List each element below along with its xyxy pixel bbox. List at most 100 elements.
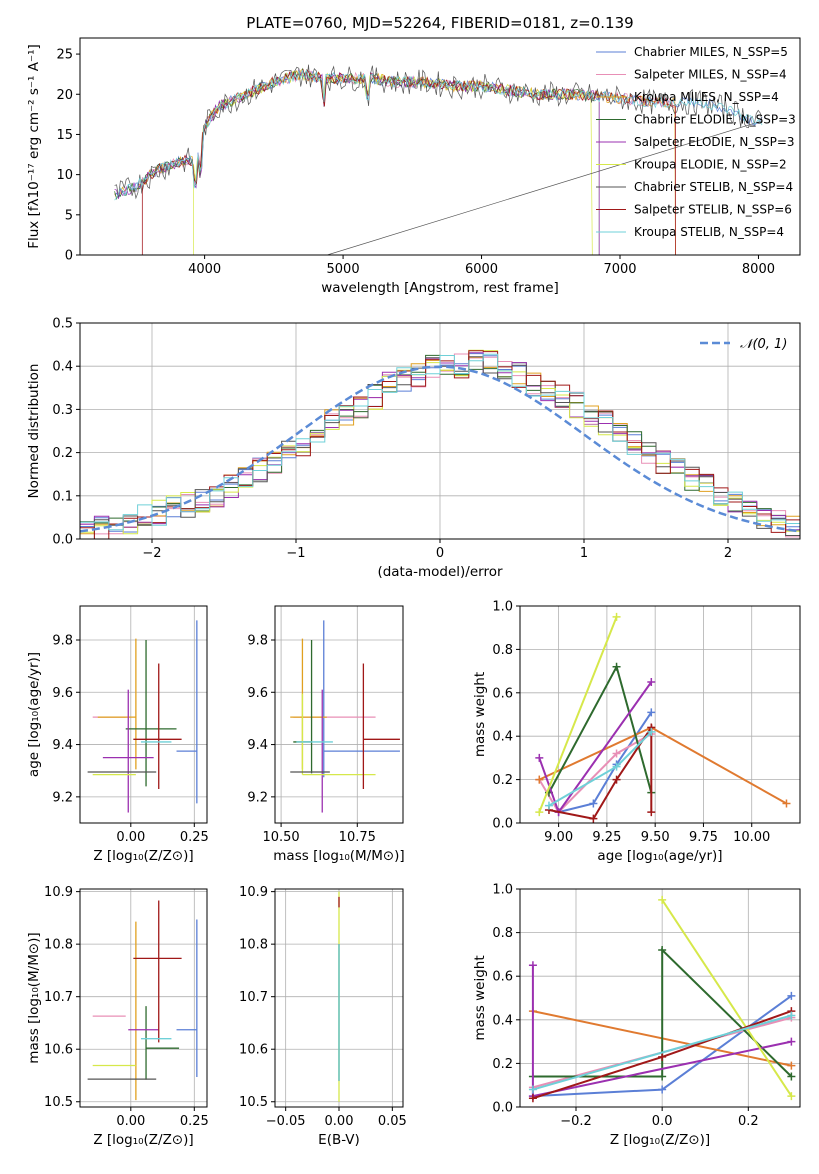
spectrum-series-line: [114, 69, 763, 201]
x-tick-label: −1: [286, 546, 305, 561]
weight-series-marker: [535, 808, 544, 817]
y-tick-label: 9.6: [247, 686, 268, 701]
y-tick-label: 10.5: [239, 1095, 268, 1110]
x-tick-label: 10.00: [733, 830, 770, 845]
weight-series-line: [538, 726, 787, 805]
x-tick-label: 5000: [327, 262, 360, 277]
y-tick-label: 20: [56, 88, 73, 103]
y-tick-label: 0.6: [492, 686, 513, 701]
x-tick-label: 10.50: [262, 830, 299, 845]
weight-series-marker: [658, 946, 667, 955]
Z-mass-panel: [76, 888, 208, 1111]
spectrum-series-line: [114, 67, 600, 255]
y-tick-label: 10.7: [239, 990, 268, 1005]
legend-entry: Chabrier STELIB, N_SSP=4: [634, 180, 793, 194]
Z-age-axes-frame: [79, 605, 208, 824]
Z-age-y-axis-label: age [log₁₀(age/yr)]: [26, 652, 42, 777]
Z-weight-plot-area: [528, 895, 796, 1103]
residuals-panel: 𝒩(0, 1): [76, 322, 801, 543]
Z-weight-y-axis-label: mass weight: [472, 955, 488, 1040]
age-weight-panel: [516, 605, 801, 827]
weight-series-marker: [647, 727, 656, 736]
y-tick-label: 0.6: [492, 970, 513, 985]
y-tick-label: 0.8: [492, 926, 513, 941]
spectrum-axes-frame: [79, 37, 801, 256]
weight-series-marker: [658, 1072, 667, 1081]
weight-series-marker: [787, 1072, 796, 1081]
weight-series-marker: [589, 799, 598, 808]
weight-series-line: [661, 899, 793, 1097]
x-tick-label: 0.25: [180, 1114, 209, 1129]
x-tick-label: 1: [580, 546, 588, 561]
spectrum-plot-area: [114, 64, 763, 255]
residuals-y-axis-label: Normed distribution: [26, 364, 42, 499]
residuals-x-axis-label: (data-model)/error: [377, 564, 503, 580]
x-tick-label: 8000: [742, 262, 775, 277]
age-weight-y-axis-label: mass weight: [472, 672, 488, 757]
Z-mass-x-axis-label: Z [log₁₀(Z/Z⊙)]: [93, 1132, 193, 1148]
y-tick-label: 0.0: [52, 533, 73, 548]
y-tick-label: 0.5: [52, 317, 73, 332]
x-tick-label: 9.00: [544, 830, 573, 845]
Z-age-plot-area: [87, 620, 198, 813]
y-tick-label: 0.0: [492, 1101, 513, 1116]
Z-weight-x-axis-label: Z [log₁₀(Z/Z⊙)]: [610, 1132, 710, 1148]
age-weight-plot-area: [535, 612, 791, 823]
mass-age-axes-frame: [274, 605, 404, 824]
y-tick-label: 0.2: [492, 773, 513, 788]
y-tick-label: 9.4: [247, 738, 268, 753]
x-tick-label: −0.2: [560, 1114, 592, 1129]
weight-series-marker: [612, 662, 621, 671]
Z-age-panel: [76, 605, 208, 827]
y-tick-label: 25: [56, 48, 73, 63]
x-tick-label: −2: [142, 546, 161, 561]
weight-series-marker: [612, 749, 621, 758]
x-tick-label: 0.00: [116, 1114, 145, 1129]
y-tick-label: 1.0: [492, 883, 513, 898]
legend-entry: Kroupa ELODIE, N_SSP=2: [634, 158, 787, 172]
legend-entry: Kroupa MILES, N_SSP=4: [634, 90, 779, 104]
y-tick-label: 10.6: [44, 1043, 73, 1058]
y-tick-label: 1.0: [492, 600, 513, 615]
x-tick-label: 9.75: [689, 830, 718, 845]
mass-age-x-axis-label: mass [log₁₀(M/M⊙)]: [273, 848, 404, 864]
y-tick-label: 10: [56, 168, 73, 183]
weight-series-marker: [535, 775, 544, 784]
y-tick-label: 0.8: [492, 643, 513, 658]
weight-series-marker: [658, 1085, 667, 1094]
legend-entry: Chabrier ELODIE, N_SSP=3: [634, 113, 796, 127]
ebv-mass-x-axis-label: E(B-V): [318, 1132, 360, 1148]
legend-entry: 𝒩(0, 1): [740, 337, 787, 352]
mass-age-panel: [271, 605, 404, 827]
weight-series-marker: [787, 991, 796, 1000]
weight-series-marker: [612, 775, 621, 784]
weight-series-marker: [528, 1094, 537, 1103]
spectrum-panel: Chabrier MILES, N_SSP=5 Salpeter MILES, N…: [76, 37, 801, 259]
Z-mass-y-axis-label: mass [log₁₀(M/M⊙)]: [26, 932, 42, 1063]
weight-series-line: [538, 681, 653, 815]
weight-series-marker: [647, 808, 656, 817]
legend-entry: Kroupa STELIB, N_SSP=4: [634, 225, 784, 239]
spectrum-series-line: [114, 68, 600, 255]
legend-entry: Salpeter STELIB, N_SSP=6: [634, 203, 792, 217]
Z-weight-panel: [516, 888, 801, 1111]
legend-entry: Chabrier MILES, N_SSP=5: [634, 45, 788, 59]
weight-series-marker: [787, 1011, 796, 1020]
y-tick-label: 0.4: [492, 730, 513, 745]
mass-age-plot-area: [290, 620, 400, 813]
y-tick-label: 10.7: [44, 990, 73, 1005]
weight-series-marker: [787, 1037, 796, 1046]
legend-entry: Salpeter MILES, N_SSP=4: [634, 68, 787, 82]
y-tick-label: 0.2: [492, 1057, 513, 1072]
y-tick-label: 9.2: [247, 790, 268, 805]
weight-series-line: [558, 711, 653, 814]
y-tick-label: 9.8: [247, 633, 268, 648]
x-tick-label: 0: [436, 546, 444, 561]
y-tick-label: 10.5: [44, 1095, 73, 1110]
y-tick-label: 10.8: [239, 938, 268, 953]
Z-weight-axes-frame: [519, 888, 801, 1108]
residuals-plot-area: [80, 349, 800, 539]
y-tick-label: 10.6: [239, 1043, 268, 1058]
x-tick-label: 9.50: [641, 830, 670, 845]
